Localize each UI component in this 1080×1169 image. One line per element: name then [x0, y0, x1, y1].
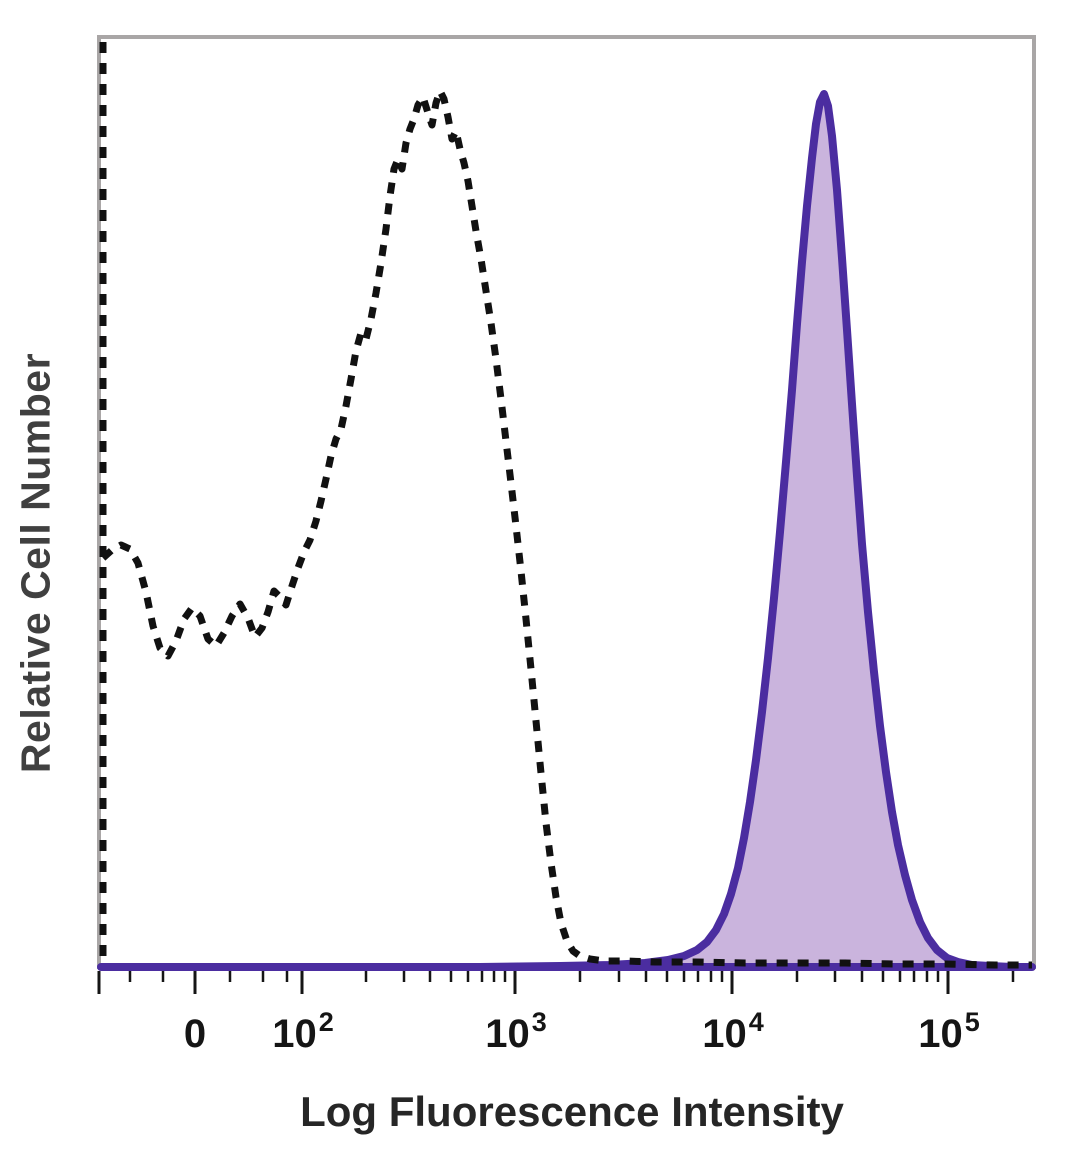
- x-axis-label: Log Fluorescence Intensity: [300, 1088, 844, 1135]
- x-tick-label-104: 104: [702, 1007, 764, 1056]
- x-tick-label-103: 103: [485, 1007, 547, 1056]
- x-tick-label-105: 105: [918, 1007, 980, 1056]
- x-tick-label-0: 0: [183, 1012, 207, 1056]
- y-axis-label: Relative Cell Number: [12, 352, 59, 774]
- x-tick-label-102: 102: [272, 1007, 334, 1056]
